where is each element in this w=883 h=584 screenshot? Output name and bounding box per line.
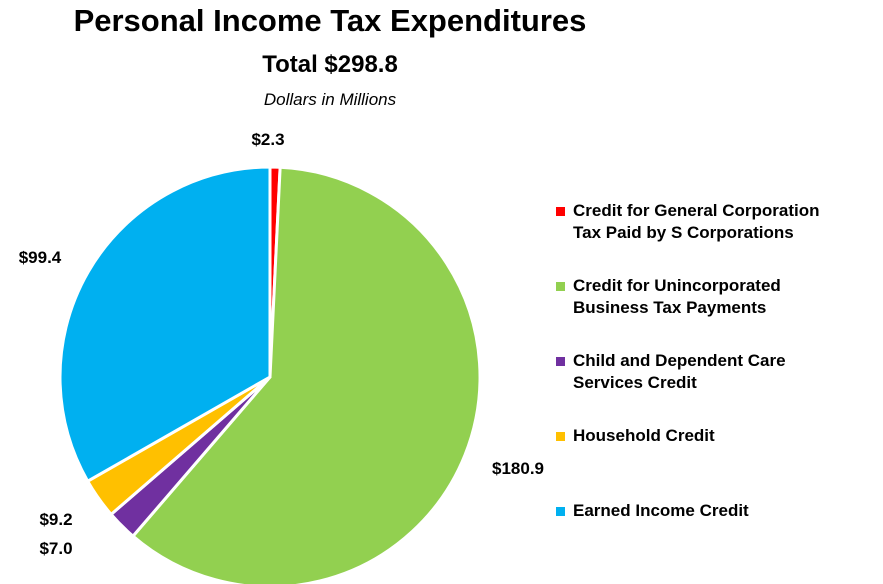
data-label-1: $180.9 — [492, 459, 544, 478]
data-label-2: $7.0 — [39, 539, 72, 558]
legend-swatch — [556, 207, 565, 216]
legend-label: Earned Income Credit — [573, 501, 749, 520]
legend-label: Child and Dependent Care Services Credit — [573, 351, 786, 392]
data-label-3: $9.2 — [39, 510, 72, 529]
legend-item-unincorporated-business-credit: Credit for Unincorporated Business Tax P… — [556, 275, 883, 350]
legend-item-household-credit: Household Credit — [556, 425, 883, 500]
chart-legend: Credit for General Corporation Tax Paid … — [556, 200, 883, 530]
pie-slice-4 — [58, 165, 272, 483]
data-label-4: $99.4 — [19, 248, 62, 267]
data-labels: $2.3 $180.9 $7.0 $9.2 $99.4 — [19, 130, 544, 558]
legend-label: Credit for Unincorporated Business Tax P… — [573, 276, 781, 317]
legend-label: Household Credit — [573, 426, 715, 445]
pie-slices — [58, 165, 482, 584]
legend-label: Credit for General Corporation Tax Paid … — [573, 201, 820, 242]
legend-item-child-dependent-care-credit: Child and Dependent Care Services Credit — [556, 350, 883, 425]
units-note: Dollars in Millions — [263, 90, 397, 109]
legend-swatch — [556, 282, 565, 291]
legend-swatch — [556, 357, 565, 366]
legend-item-earned-income-credit: Earned Income Credit — [556, 500, 883, 530]
data-label-0: $2.3 — [251, 130, 284, 149]
pie-slice-1 — [131, 165, 482, 584]
legend-swatch — [556, 507, 565, 516]
chart-title: Personal Income Tax Expenditures — [73, 3, 587, 38]
legend-item-s-corporation-credit: Credit for General Corporation Tax Paid … — [556, 200, 883, 275]
chart-subtitle: Total $298.8 — [262, 51, 398, 78]
legend-swatch — [556, 432, 565, 441]
